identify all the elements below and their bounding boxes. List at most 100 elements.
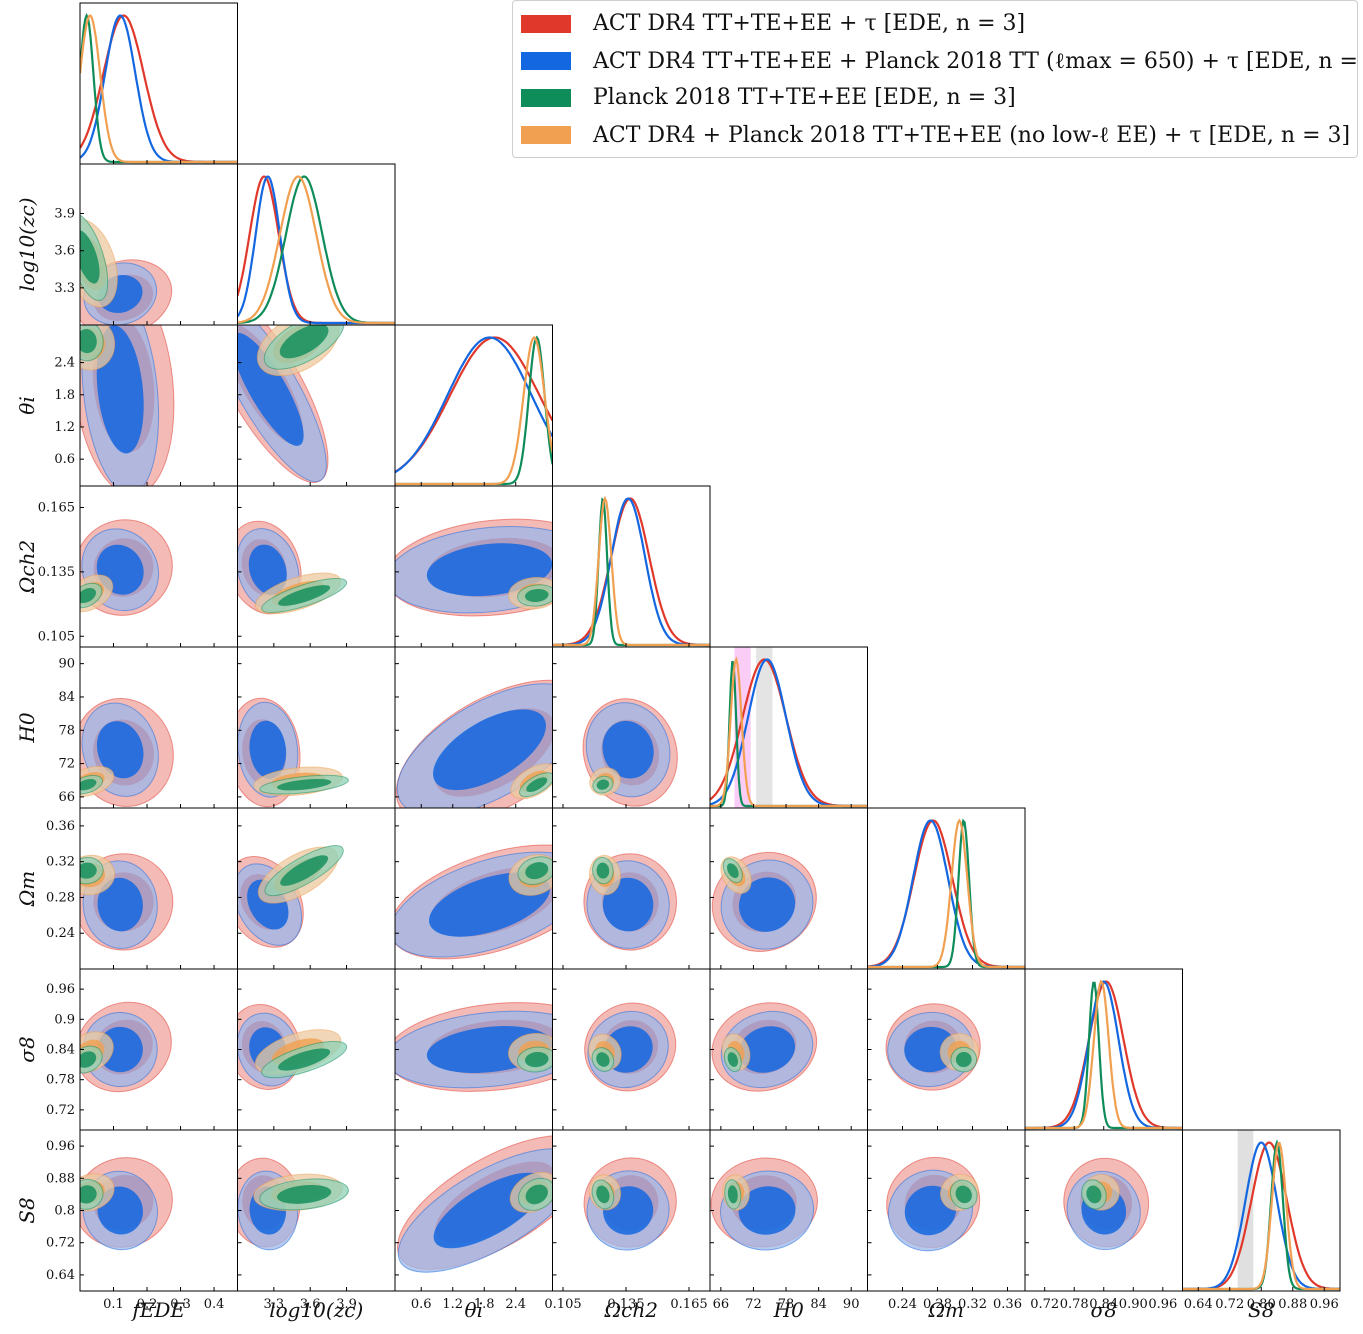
contour-panel — [397, 1135, 553, 1273]
contour-68 — [248, 544, 287, 595]
x-tick-label: 0.32 — [958, 1297, 987, 1312]
marginal-curve — [867, 818, 1025, 969]
marginal-panel — [1182, 1130, 1340, 1291]
x-axis-label: H0 — [773, 1298, 804, 1322]
contour-68 — [602, 877, 654, 932]
y-tick-label: 3.9 — [54, 207, 75, 222]
x-axis-label: fEDE — [130, 1298, 185, 1322]
y-tick-label: 90 — [58, 657, 75, 672]
marginal-curve — [867, 819, 1025, 969]
contour-68 — [80, 1185, 97, 1204]
y-tick-label: 0.165 — [38, 500, 75, 515]
y-tick-label: 0.8 — [54, 1204, 75, 1219]
marginal-curve — [237, 175, 395, 325]
y-axis-label: Ωm — [15, 871, 39, 908]
contour-68 — [596, 862, 610, 879]
marginal-curve — [552, 495, 710, 647]
marginal-panel — [867, 818, 1025, 969]
contour-68 — [80, 779, 97, 791]
contour-68 — [727, 1052, 739, 1067]
contour-panel — [80, 212, 173, 325]
contour-panel — [237, 520, 348, 615]
marginal-panel — [552, 495, 710, 647]
y-tick-label: 0.24 — [46, 926, 75, 941]
marginal-panel — [80, 12, 238, 164]
contour-68 — [596, 1185, 610, 1204]
contour-68 — [726, 863, 739, 878]
marginal-curve — [395, 336, 553, 474]
marginal-curve — [1182, 1141, 1340, 1291]
contour-panel — [395, 1002, 553, 1092]
contour-68 — [1086, 1185, 1102, 1204]
contour-panel — [80, 325, 175, 486]
x-tick-label: 0.2 — [137, 1297, 158, 1312]
legend-swatch — [521, 88, 571, 107]
x-axis-label: Ωm — [927, 1298, 964, 1322]
x-tick-label: 0.1 — [103, 1297, 124, 1312]
y-tick-label: 84 — [58, 690, 75, 705]
contour-68 — [80, 329, 97, 354]
contour-68 — [279, 325, 329, 359]
y-tick-label: 2.4 — [54, 356, 75, 371]
x-tick-label: 90 — [843, 1297, 860, 1312]
y-tick-label: 0.32 — [46, 855, 75, 870]
contour-panel — [80, 519, 173, 616]
y-axis-label: σ8 — [15, 1036, 39, 1062]
x-axis-label: S8 — [1248, 1298, 1274, 1322]
marginal-curve — [395, 336, 553, 486]
legend-item: ACT DR4 TT+TE+EE + τ [EDE, n = 3] — [513, 5, 1357, 42]
contour-68 — [278, 1048, 331, 1071]
contour-68 — [955, 1185, 972, 1204]
marginal-curve — [552, 497, 710, 647]
x-tick-label: 3.6 — [300, 1297, 321, 1312]
y-axis-label: H0 — [15, 712, 39, 743]
legend-swatch — [521, 51, 571, 70]
y-tick-label: 0.84 — [46, 1043, 75, 1058]
legend-item: ACT DR4 TT+TE+EE + Planck 2018 TT (ℓmax … — [513, 42, 1363, 79]
marginal-curve — [1182, 1142, 1340, 1291]
contour-panel — [80, 853, 174, 951]
y-tick-label: 0.9 — [54, 1012, 75, 1027]
x-tick-label: 0.72 — [1030, 1297, 1059, 1312]
contour-panel — [80, 1157, 173, 1251]
y-tick-label: 0.78 — [46, 1073, 75, 1088]
contour-panel — [584, 1002, 677, 1092]
marginal-panel — [710, 647, 868, 808]
contour-68 — [278, 585, 331, 606]
y-tick-label: 0.96 — [46, 982, 75, 997]
marginal-curve — [552, 497, 710, 647]
contour-68 — [727, 1185, 738, 1204]
x-tick-label: 0.88 — [1278, 1297, 1307, 1312]
y-tick-label: 3.3 — [54, 281, 75, 296]
y-tick-label: 0.36 — [46, 819, 75, 834]
contour-panel — [885, 1003, 981, 1091]
y-tick-label: 66 — [58, 790, 75, 805]
x-tick-label: 0.72 — [1215, 1297, 1244, 1312]
contour-panel — [395, 679, 553, 808]
contour-68 — [525, 862, 549, 880]
x-tick-label: 0.90 — [1119, 1297, 1148, 1312]
x-tick-label: 0.84 — [1089, 1297, 1118, 1312]
x-tick-label: 0.80 — [1247, 1297, 1276, 1312]
contour-panel — [80, 698, 174, 807]
marginal-curve — [710, 656, 868, 808]
marginal-curve — [1025, 979, 1183, 1130]
y-tick-label: 0.64 — [46, 1268, 75, 1283]
y-tick-label: 1.2 — [54, 420, 75, 435]
x-tick-label: 0.96 — [1310, 1297, 1339, 1312]
marginal-panel — [1025, 979, 1183, 1130]
contour-68 — [277, 778, 332, 791]
legend-item: ACT DR4 + Planck 2018 TT+TE+EE (no low-ℓ… — [513, 116, 1357, 153]
x-axis-label: θi — [465, 1298, 483, 1322]
y-tick-label: 0.96 — [46, 1139, 75, 1154]
x-tick-label: 0.96 — [1148, 1297, 1177, 1312]
y-tick-label: 3.6 — [54, 244, 75, 259]
contour-panel — [583, 1157, 677, 1251]
contour-68 — [525, 1184, 548, 1205]
contour-68 — [80, 862, 97, 879]
x-axis-label: σ8 — [1091, 1298, 1117, 1322]
legend-swatch — [521, 125, 571, 144]
contour-68 — [80, 1051, 97, 1068]
panel-frame — [552, 485, 711, 648]
x-tick-label: 0.36 — [993, 1297, 1022, 1312]
